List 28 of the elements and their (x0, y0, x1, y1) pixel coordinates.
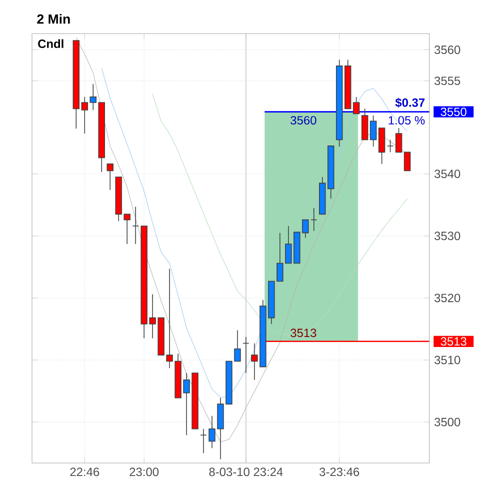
annotation: 3513 (290, 328, 316, 338)
candlestick (386, 139, 394, 153)
y-tick-label: 3555 (434, 76, 460, 86)
chart-title: 2 Min (37, 14, 70, 24)
candlestick (106, 164, 114, 190)
annotation: 1.05 % (388, 116, 425, 125)
y-tick-label: 3500 (434, 418, 460, 426)
candlestick (81, 96, 88, 134)
y-tick-label: 3560 (434, 46, 460, 54)
text: Cndl (38, 39, 64, 48)
ref-line-label: 3550 (440, 108, 466, 116)
y-tick-label: 3530 (434, 232, 460, 240)
x-tick-label: 23:00 (130, 468, 159, 476)
candlestick (404, 152, 411, 172)
y-tick-label: 3540 (434, 170, 460, 178)
candlestick (352, 96, 360, 114)
candlestick (395, 128, 402, 153)
x-tick-label: 8-03-10 23:24 (209, 468, 283, 476)
ref-line-label: 3513 (440, 337, 466, 346)
y-tick-label: 3510 (434, 356, 460, 364)
x-tick-label: 3-23:46 (320, 468, 360, 476)
x-tick-label: 22:46 (70, 468, 100, 476)
y-tick-label: 3520 (434, 294, 460, 302)
candlestick (200, 428, 207, 454)
annotation: $0.37 (395, 98, 425, 108)
candlestick (370, 115, 377, 147)
annotation: 3560 (290, 116, 316, 125)
candlestick (132, 206, 139, 244)
